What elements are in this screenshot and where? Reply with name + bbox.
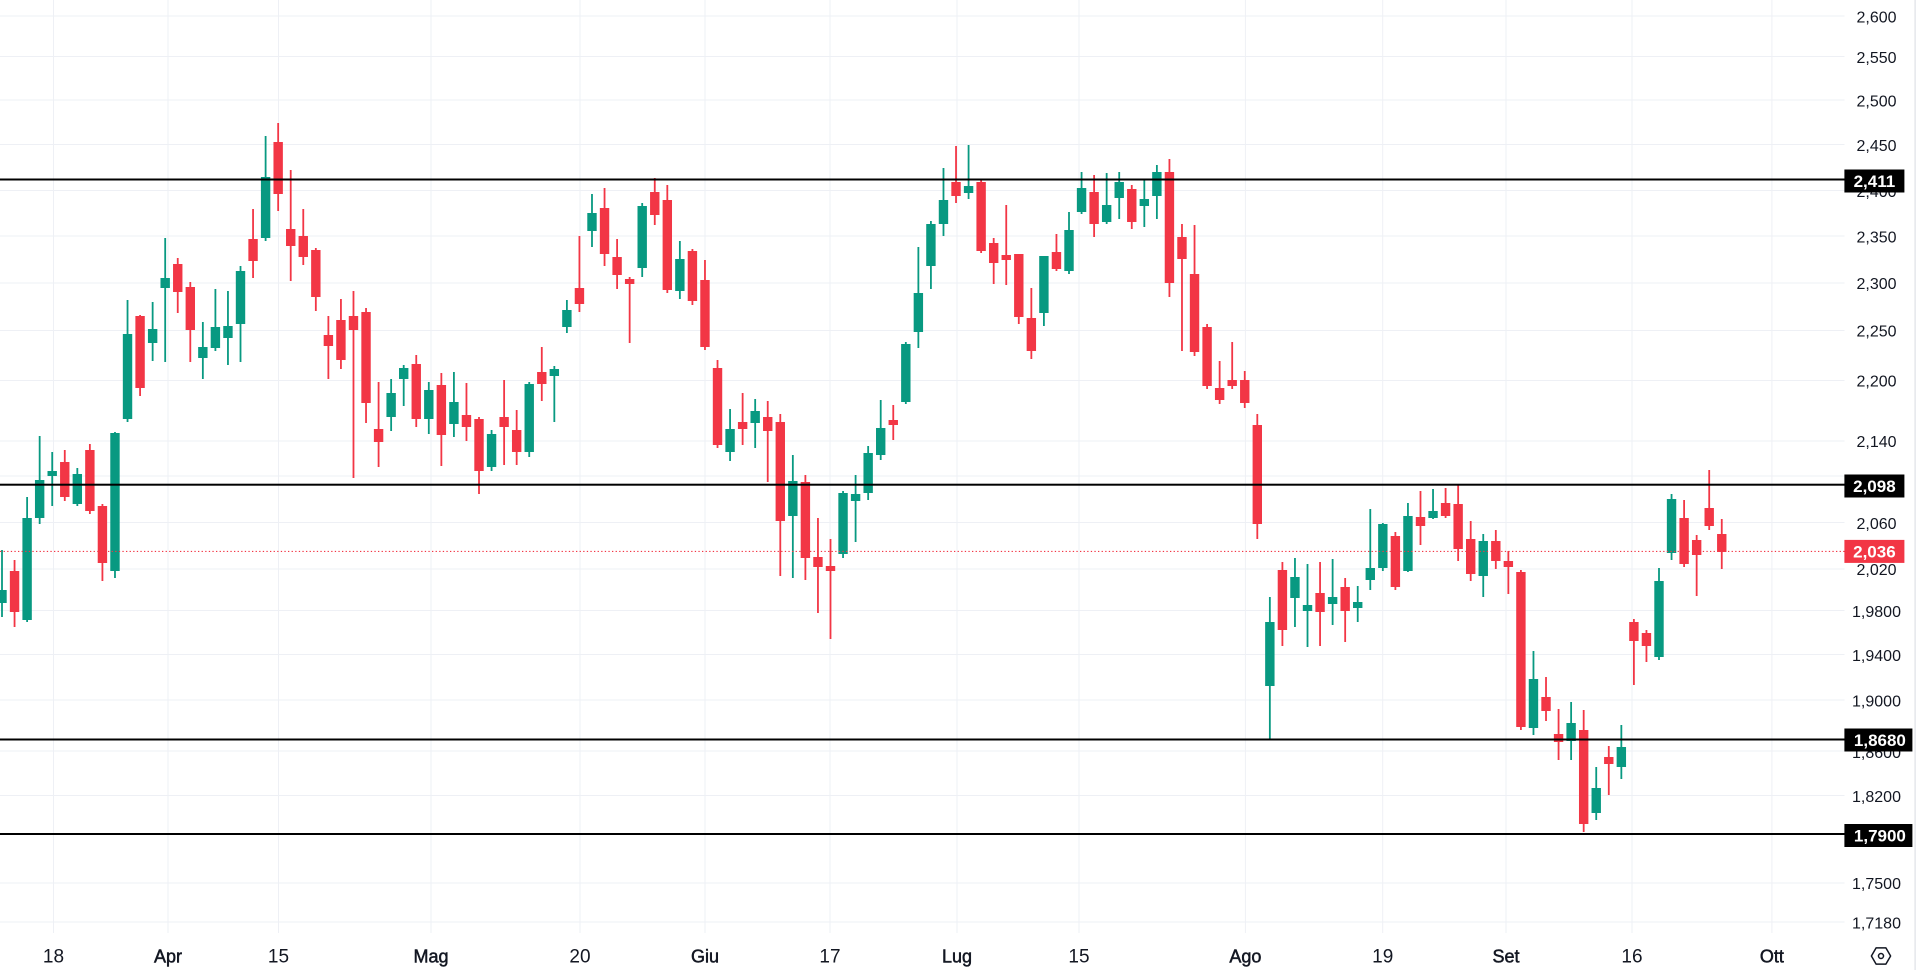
svg-text:15: 15 — [268, 947, 289, 968]
svg-text:Lug: Lug — [942, 947, 972, 967]
svg-text:2,036: 2,036 — [1853, 542, 1896, 561]
svg-text:1,7180: 1,7180 — [1852, 915, 1901, 932]
svg-text:2,500: 2,500 — [1856, 93, 1896, 110]
svg-text:18: 18 — [43, 947, 64, 968]
svg-text:2,140: 2,140 — [1856, 434, 1896, 451]
svg-text:Giu: Giu — [691, 947, 719, 967]
svg-text:1,9400: 1,9400 — [1852, 648, 1901, 665]
svg-text:2,200: 2,200 — [1856, 373, 1896, 390]
svg-text:20: 20 — [569, 947, 590, 968]
svg-text:Ott: Ott — [1760, 947, 1784, 967]
svg-text:1,7900: 1,7900 — [1854, 826, 1906, 845]
svg-text:2,411: 2,411 — [1854, 172, 1896, 191]
svg-text:Set: Set — [1492, 947, 1519, 967]
svg-text:2,060: 2,060 — [1856, 516, 1896, 533]
svg-text:1,9000: 1,9000 — [1852, 693, 1901, 710]
svg-text:2,098: 2,098 — [1853, 477, 1896, 496]
svg-text:Mag: Mag — [413, 947, 448, 967]
svg-text:Ago: Ago — [1229, 947, 1261, 967]
svg-text:2,350: 2,350 — [1856, 229, 1896, 246]
svg-text:2,600: 2,600 — [1856, 9, 1896, 26]
svg-text:2,020: 2,020 — [1856, 562, 1896, 579]
svg-text:2,300: 2,300 — [1856, 276, 1896, 293]
svg-text:16: 16 — [1621, 947, 1642, 968]
svg-text:17: 17 — [819, 947, 840, 968]
svg-text:2,450: 2,450 — [1856, 138, 1896, 155]
svg-text:2,550: 2,550 — [1856, 50, 1896, 67]
svg-text:Apr: Apr — [154, 947, 182, 967]
svg-text:2,250: 2,250 — [1856, 323, 1896, 340]
svg-text:1,8200: 1,8200 — [1852, 789, 1901, 806]
svg-text:1,7500: 1,7500 — [1852, 876, 1901, 893]
svg-text:19: 19 — [1372, 947, 1393, 968]
svg-text:1,9800: 1,9800 — [1852, 604, 1901, 621]
svg-text:1,8680: 1,8680 — [1854, 731, 1906, 750]
svg-text:15: 15 — [1068, 947, 1089, 968]
